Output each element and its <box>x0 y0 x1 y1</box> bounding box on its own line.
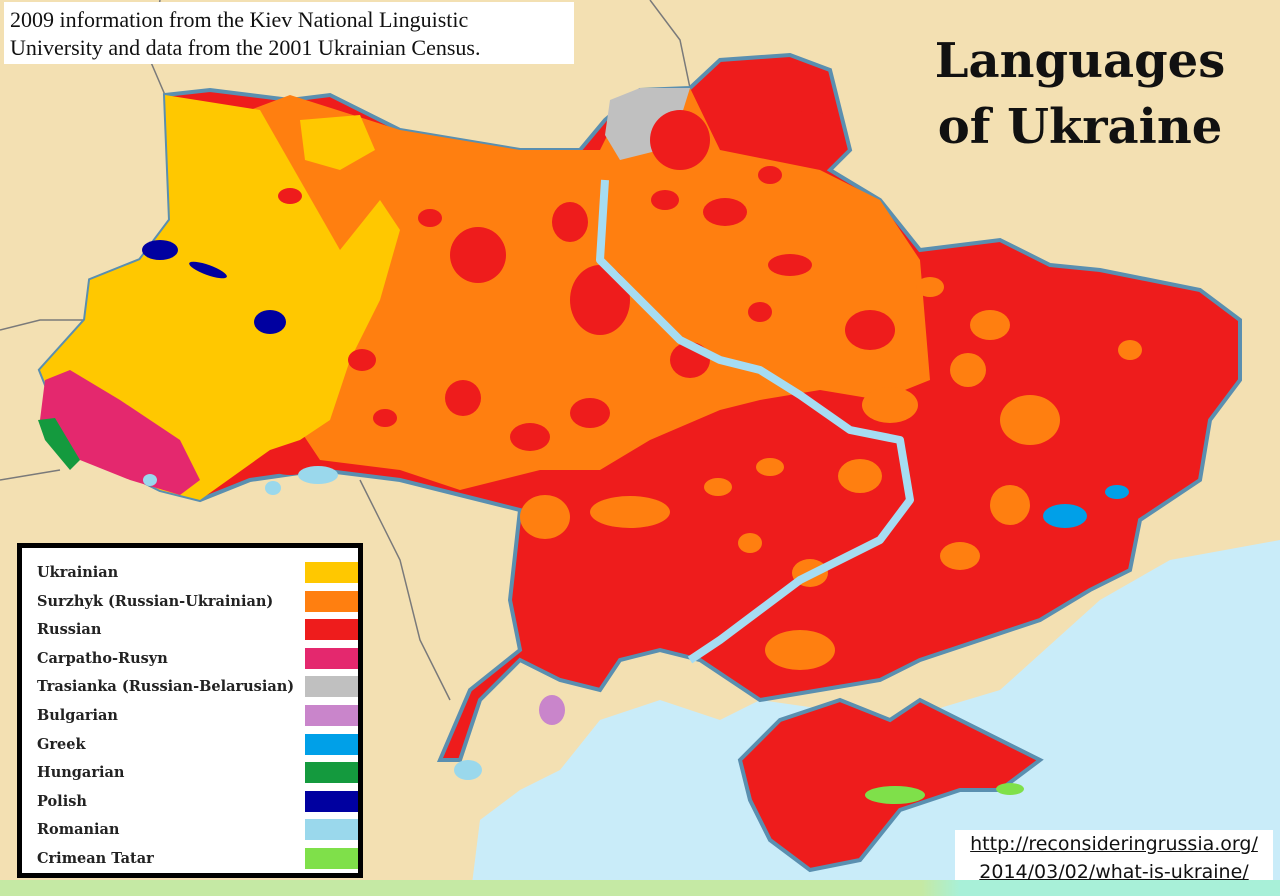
credit-line-1: 2009 information from the Kiev National … <box>10 7 469 32</box>
legend-swatch <box>305 848 358 869</box>
minority-areas <box>142 240 1129 804</box>
legend-swatch <box>305 647 358 669</box>
ukrainian-area <box>40 95 400 500</box>
legend-swatch <box>305 790 358 812</box>
source-url-line-1[interactable]: http://reconsideringrussia.org/ <box>970 833 1258 855</box>
legend-swatch <box>305 762 358 784</box>
source-credit: 2009 information from the Kiev National … <box>4 2 574 64</box>
legend-label: Bulgarian <box>37 707 118 724</box>
credit-line-2: University and data from the 2001 Ukrain… <box>10 35 481 60</box>
map-title: Languages of Ukraine <box>930 28 1230 160</box>
legend-label: Surzhyk (Russian-Ukrainian) <box>37 592 274 610</box>
title-line-1: Languages <box>934 33 1226 89</box>
hungarian-area <box>38 418 80 470</box>
legend-item: Romanian <box>37 819 358 843</box>
legend-label: Trasianka (Russian-Belarusian) <box>37 678 295 696</box>
trasianka-area <box>605 88 690 160</box>
legend-label: Ukrainian <box>37 564 119 581</box>
legend-item: Trasianka (Russian-Belarusian) <box>37 676 358 700</box>
legend-label: Carpatho-Rusyn <box>37 649 168 667</box>
neighbour-borders <box>0 0 691 701</box>
legend-label: Crimean Tatar <box>37 850 154 867</box>
legend-item: Crimean Tatar <box>37 848 358 872</box>
legend-label: Polish <box>37 792 87 810</box>
legend-item: Russian <box>37 619 358 643</box>
legend-label: Russian <box>37 621 102 639</box>
legend-item: Ukrainian <box>37 562 358 586</box>
source-url-line-2[interactable]: 2014/03/02/what-is-ukraine/ <box>979 861 1249 883</box>
russian-enclaves <box>272 110 895 475</box>
legend-swatch <box>305 733 358 755</box>
legend-label: Hungarian <box>37 764 125 782</box>
legend-item: Hungarian <box>37 762 358 786</box>
title-line-2: of Ukraine <box>937 99 1223 155</box>
legend-swatch <box>305 705 358 726</box>
carpatho-rusyn-area <box>40 370 200 495</box>
dnieper-river <box>596 179 914 664</box>
legend-swatch <box>305 676 358 698</box>
legend-swatch <box>305 819 358 841</box>
legend-swatch <box>305 619 358 641</box>
legend-item: Greek <box>37 733 358 758</box>
legend-swatch <box>305 562 358 583</box>
legend-label: Greek <box>37 735 86 753</box>
legend-label: Romanian <box>37 821 120 839</box>
legend-item: Bulgarian <box>37 705 358 729</box>
legend-item: Polish <box>37 790 358 815</box>
legend: Ukrainian Surzhyk (Russian-Ukrainian) Russ… <box>17 543 363 878</box>
legend-item: Surzhyk (Russian-Ukrainian) <box>37 590 358 615</box>
bottom-strip <box>0 880 1280 896</box>
legend-item: Carpatho-Rusyn <box>37 647 358 672</box>
ukrainian-patch <box>300 115 375 170</box>
legend-swatch <box>305 590 358 612</box>
